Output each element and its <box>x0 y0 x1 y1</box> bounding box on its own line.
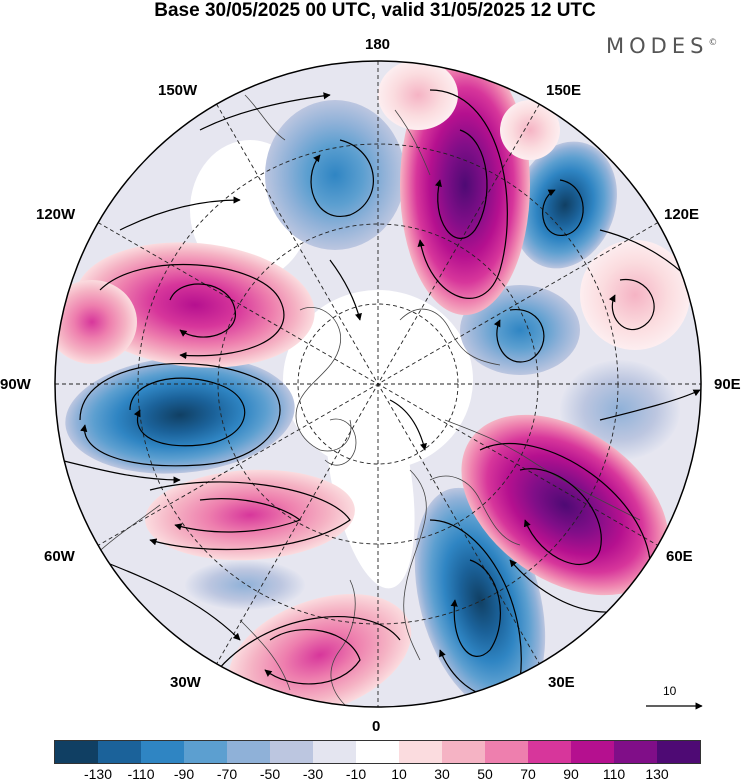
streamlines <box>59 89 701 698</box>
colorbar-swatch <box>528 741 571 763</box>
latitude-circle-40 <box>137 143 619 625</box>
colorbar-swatch <box>270 741 313 763</box>
label-60w: 60W <box>44 548 75 565</box>
colorbar-tick-label: 10 <box>391 766 407 782</box>
pink-anomaly-mongolia <box>580 240 690 350</box>
label-150w: 150W <box>158 82 198 99</box>
colorbar-swatch <box>356 741 399 763</box>
colorbar-tick-label: 130 <box>645 766 669 782</box>
magenta-anomaly-alaska <box>75 242 315 368</box>
label-60e: 60E <box>666 548 693 565</box>
reference-vector-label: 10 <box>663 684 677 698</box>
colorbar-swatch <box>657 741 700 763</box>
map-title: Base 30/05/2025 00 UTC, valid 31/05/2025… <box>154 0 596 21</box>
map-boundary <box>54 60 702 708</box>
colorbar-tick-label: 30 <box>434 766 450 782</box>
label-90w: 90W <box>0 376 31 393</box>
colorbar-swatch <box>141 741 184 763</box>
magenta-anomaly-ural <box>461 414 669 596</box>
colorbar-swatch <box>614 741 657 763</box>
colorbar-tick-label: 110 <box>602 766 626 782</box>
colorbar-tick-label: -30 <box>302 766 324 782</box>
label-120w: 120W <box>36 206 76 223</box>
label-30w: 30W <box>170 674 201 691</box>
colorbar-tick-label: -70 <box>216 766 238 782</box>
colorbar-tick-label: 50 <box>477 766 493 782</box>
colorbar-tick-label: 70 <box>520 766 536 782</box>
pink-anomaly-atlantic <box>145 469 355 561</box>
colorbar-swatch <box>227 741 270 763</box>
colorbar-tick-label: -110 <box>127 766 155 782</box>
colorbar-tick-label: 90 <box>563 766 579 782</box>
blue-anomaly-central-siberia <box>460 285 580 375</box>
label-150e: 150E <box>546 82 582 99</box>
colorbar-swatch <box>571 741 614 763</box>
modes-logo: MODES© <box>606 34 718 58</box>
blue-anomaly-east-siberia <box>513 141 617 269</box>
latitude-circle-60 <box>217 223 539 545</box>
colorbar <box>54 740 701 764</box>
label-120e: 120E <box>664 206 700 223</box>
colorbar-tick-label: -130 <box>83 766 113 782</box>
colorbar-swatch <box>485 741 528 763</box>
colorbar-swatch <box>399 741 442 763</box>
label-0: 0 <box>372 718 381 735</box>
blue-anomaly-canada <box>65 356 295 474</box>
colorbar-tick-label: -10 <box>345 766 367 782</box>
blue-anomaly-north-pacific <box>265 100 405 250</box>
colorbar-swatch <box>184 741 227 763</box>
label-90e: 90E <box>714 376 741 393</box>
colorbar-tick-label: -50 <box>259 766 281 782</box>
pink-anomaly-west-europe <box>228 593 412 707</box>
colorbar-tick-label: -90 <box>173 766 195 782</box>
colorbar-swatch <box>55 741 98 763</box>
label-30e: 30E <box>548 674 575 691</box>
colorbar-swatch <box>442 741 485 763</box>
meridian-60e-120w <box>97 222 659 546</box>
colorbar-swatch <box>313 741 356 763</box>
colorbar-swatch <box>98 741 141 763</box>
latitude-circle-80 <box>297 303 459 465</box>
label-180: 180 <box>365 36 391 53</box>
